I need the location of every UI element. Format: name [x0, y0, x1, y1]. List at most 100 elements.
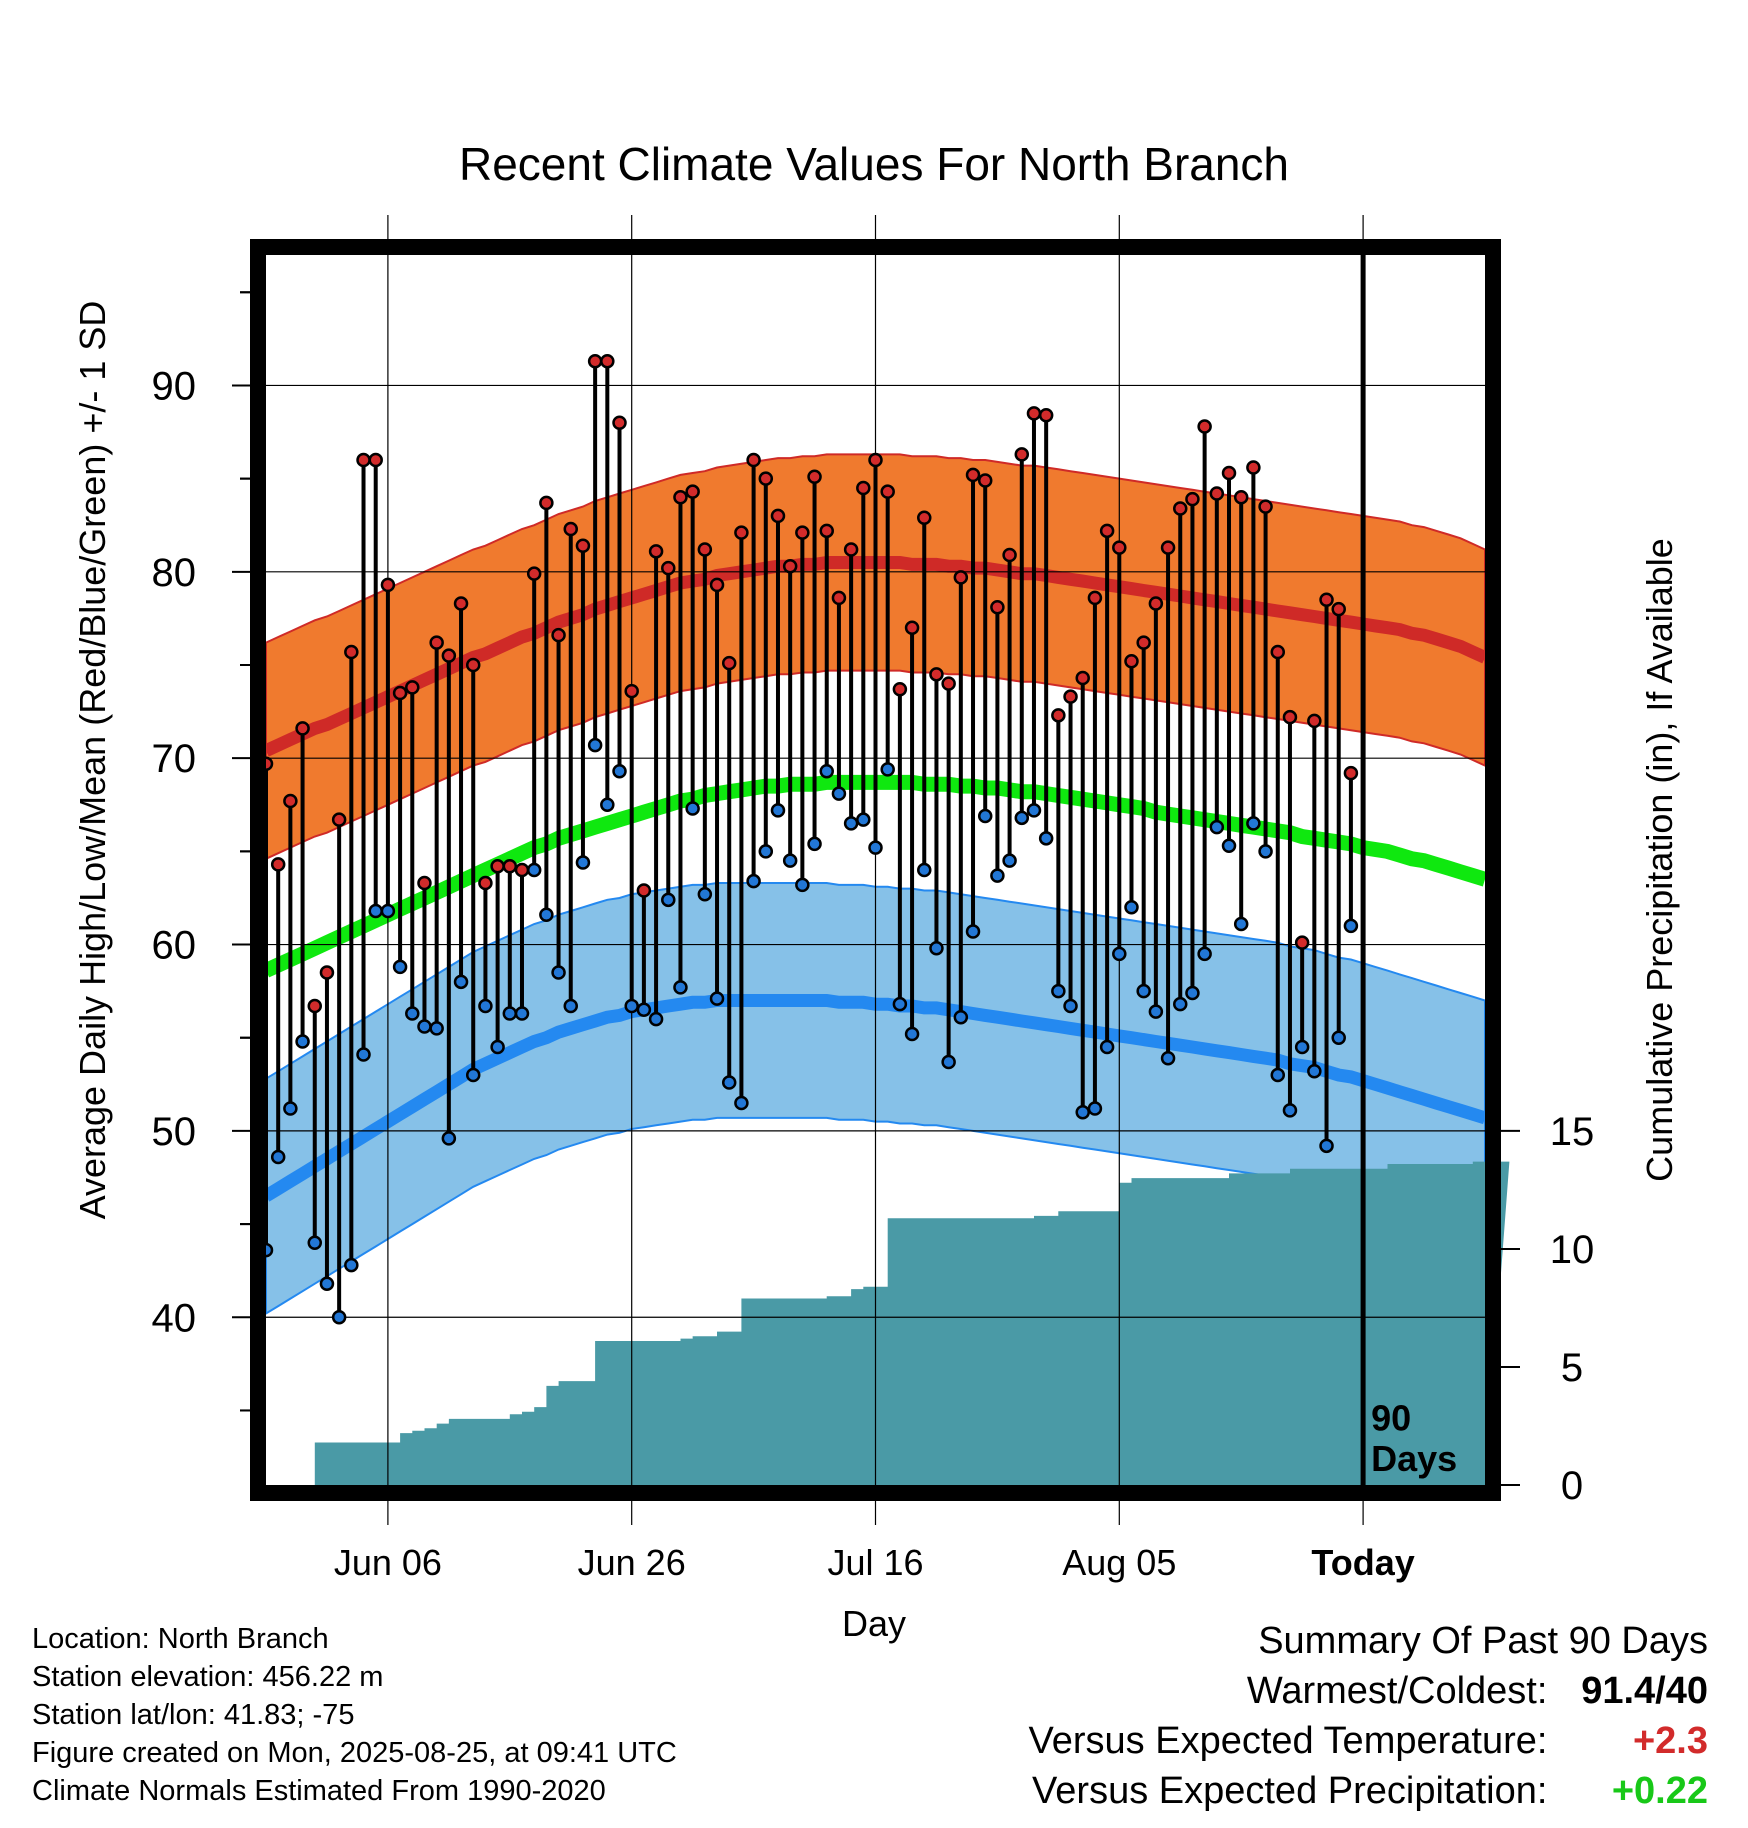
obs-high-point-42	[770, 508, 786, 524]
precipitation-area	[266, 1161, 1510, 1485]
warm-cold-value: 91.4/40	[1581, 1670, 1708, 1712]
obs-high-point-6	[331, 812, 347, 827]
obs-low-point-60	[990, 868, 1005, 883]
obs-low-point-14	[429, 1021, 444, 1036]
precip-area	[266, 1161, 1510, 1485]
obs-high-point-70	[1112, 540, 1127, 555]
obs-low-point-45	[807, 836, 822, 852]
obs-low-point-38	[721, 1075, 737, 1090]
obs-high-point-11	[392, 685, 408, 701]
obs-low-point-11	[392, 959, 408, 975]
obs-low-point-28	[600, 797, 615, 813]
y2-tick-label-5: 5	[1561, 1346, 1583, 1390]
obs-low-point-72	[1136, 983, 1151, 999]
obs-high-point-65	[1051, 708, 1066, 723]
obs-high-point-45	[807, 469, 822, 485]
obs-high-point-9	[368, 452, 383, 468]
obs-high-point-20	[502, 859, 518, 874]
obs-high-point-88	[1331, 601, 1346, 617]
obs-low-point-53	[904, 1026, 920, 1042]
obs-high-point-25	[563, 521, 578, 537]
obs-low-point-46	[819, 763, 834, 779]
obs-low-point-6	[331, 1310, 347, 1325]
obs-low-point-43	[782, 853, 798, 868]
obs-high-point-68	[1087, 590, 1103, 606]
obs-low-point-86	[1307, 1064, 1322, 1079]
obs-low-point-68	[1087, 1101, 1103, 1116]
obs-high-point-7	[344, 644, 359, 660]
obs-low-point-76	[1185, 985, 1200, 1001]
y-tick-label-50: 50	[152, 1110, 197, 1154]
obs-high-point-21	[514, 862, 530, 878]
obs-low-point-22	[526, 862, 542, 878]
obs-low-point-54	[917, 862, 932, 878]
normals-text: Climate Normals Estimated From 1990-2020	[32, 1775, 606, 1807]
obs-low-point-1	[270, 1149, 286, 1165]
obs-low-point-19	[490, 1039, 505, 1055]
y-tick-label-70: 70	[152, 737, 197, 781]
observations	[258, 353, 1359, 1325]
obs-high-point-1	[270, 857, 286, 872]
obs-high-point-5	[319, 965, 335, 980]
obs-low-point-70	[1112, 946, 1127, 962]
obs-low-point-4	[307, 1235, 323, 1250]
obs-low-point-66	[1063, 998, 1078, 1014]
obs-low-point-87	[1319, 1138, 1334, 1154]
obs-low-point-77	[1197, 946, 1212, 962]
obs-high-point-32	[648, 544, 664, 559]
obs-low-point-7	[344, 1257, 359, 1273]
obs-high-point-2	[283, 793, 298, 809]
obs-low-point-78	[1209, 819, 1225, 835]
obs-high-point-10	[380, 577, 396, 593]
obs-high-point-87	[1319, 592, 1334, 608]
obs-low-point-34	[673, 980, 688, 995]
obs-high-point-77	[1197, 419, 1212, 434]
obs-high-point-79	[1221, 465, 1237, 481]
obs-low-point-48	[843, 816, 859, 831]
obs-high-point-56	[941, 676, 956, 691]
obs-high-point-54	[917, 510, 932, 526]
obs-low-point-32	[648, 1011, 664, 1027]
precip-label: Versus Expected Precipitation:	[1032, 1770, 1548, 1812]
obs-low-point-10	[380, 903, 396, 919]
obs-low-point-81	[1246, 816, 1261, 831]
obs-low-point-50	[868, 840, 883, 855]
y-tick-label-60: 60	[152, 924, 197, 968]
obs-low-point-13	[417, 1019, 432, 1034]
obs-low-point-21	[514, 1006, 530, 1021]
obs-high-point-51	[880, 484, 895, 499]
obs-high-point-72	[1136, 635, 1151, 650]
obs-low-point-12	[405, 1006, 420, 1021]
obs-high-point-74	[1160, 540, 1176, 555]
obs-low-point-24	[551, 965, 566, 980]
obs-low-point-74	[1160, 1050, 1176, 1066]
obs-low-point-37	[709, 991, 725, 1006]
y2-tick-label-10: 10	[1550, 1228, 1595, 1272]
obs-low-point-2	[283, 1101, 298, 1116]
obs-low-point-83	[1270, 1067, 1286, 1083]
obs-low-point-63	[1026, 803, 1042, 818]
warm-cold-label: Warmest/Coldest:	[1246, 1670, 1548, 1712]
y2-tick-label-15: 15	[1550, 1110, 1595, 1154]
obs-low-point-56	[941, 1054, 956, 1070]
obs-high-point-80	[1233, 490, 1249, 505]
obs-high-point-62	[1014, 447, 1030, 462]
obs-low-point-41	[758, 844, 774, 859]
obs-high-point-37	[709, 577, 725, 593]
obs-high-point-22	[526, 566, 542, 581]
obs-high-point-4	[307, 998, 323, 1014]
obs-low-point-65	[1051, 983, 1066, 999]
obs-low-point-35	[685, 801, 700, 816]
obs-low-point-29	[612, 763, 627, 779]
obs-high-point-8	[356, 452, 371, 468]
obs-high-point-85	[1294, 935, 1310, 950]
obs-low-point-20	[502, 1006, 518, 1021]
x-tick-label-0: Jun 06	[334, 1542, 442, 1583]
obs-low-point-52	[892, 996, 908, 1012]
obs-high-point-18	[478, 875, 493, 891]
warm-cold-row: Warmest/Coldest: 91.4/40	[1029, 1666, 1708, 1716]
today-label-2: Days	[1371, 1438, 1457, 1479]
created-text: Figure created on Mon, 2025-08-25, at 09…	[32, 1737, 677, 1769]
elevation-text: Station elevation: 456.22 m	[32, 1661, 384, 1693]
